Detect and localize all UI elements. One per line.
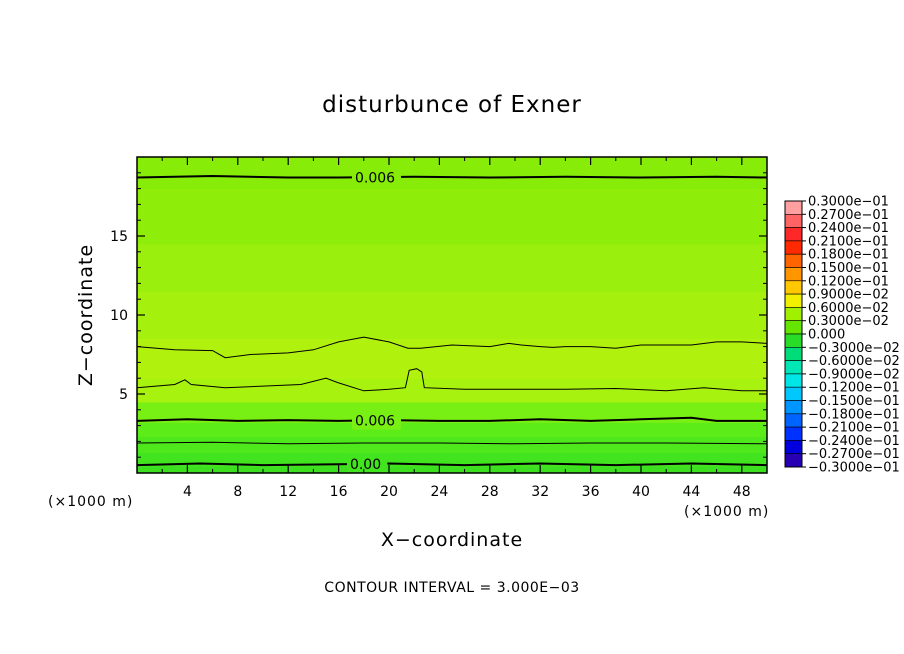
- x-tick-label: 44: [682, 484, 700, 500]
- colorbar-label: 0.1500e−01: [808, 261, 889, 276]
- colorbar-label: −0.3000e−02: [808, 341, 900, 356]
- colorbar-swatch-3: [784, 240, 803, 255]
- colorbar-swatch-4: [784, 253, 803, 268]
- colorbar-swatch-16: [784, 413, 803, 428]
- colorbar-label: 0.6000e−02: [808, 301, 889, 316]
- colorbar-label: −0.3000e−01: [808, 461, 900, 476]
- colorbar-label: −0.2400e−01: [808, 434, 900, 449]
- field-band-0: [137, 466, 767, 473]
- colorbar-label: −0.1200e−01: [808, 381, 900, 396]
- colorbar-label: −0.2100e−01: [808, 421, 900, 436]
- colorbar-swatch-15: [784, 400, 803, 415]
- colorbar-label: −0.1800e−01: [808, 407, 900, 422]
- field-band-9: [137, 188, 767, 245]
- colorbar-label: 0.1200e−01: [808, 274, 889, 289]
- y-axis-ticks: 5 10 15: [110, 172, 767, 458]
- colorbar-swatch-10: [784, 333, 803, 348]
- x-tick-label: 48: [733, 484, 751, 500]
- colorbar-swatch-18: [784, 440, 803, 454]
- colorbar-swatch-5: [784, 267, 803, 282]
- field-band-4: [137, 401, 767, 423]
- colorbar-swatch-17: [784, 426, 803, 441]
- x-tick-label: 32: [531, 484, 549, 500]
- chart-title: disturbunce of Exner: [322, 92, 582, 118]
- colorbar-swatch-1: [784, 214, 803, 228]
- contour-label-5: 0.00: [350, 457, 381, 473]
- colorbar-swatch-9: [784, 320, 803, 335]
- contour-label-bg-0: [351, 168, 401, 187]
- contour-line-1: [137, 336, 767, 359]
- colorbar-label: 0.2700e−01: [808, 208, 889, 223]
- colorbar-label: 0.3000e−02: [808, 314, 889, 329]
- contour-line-5: [137, 462, 767, 467]
- colorbar-swatch-7: [784, 293, 803, 308]
- colorbar-label: 0.2100e−01: [808, 234, 889, 249]
- contour-label-0: 0.006: [355, 170, 395, 186]
- contour-label-bg-5: [346, 455, 388, 474]
- contour-line-3: [137, 416, 767, 422]
- colorbar-swatch-8: [784, 307, 803, 321]
- field-band-8: [137, 243, 767, 292]
- x-tick-label: 20: [380, 484, 398, 500]
- colorbar-swatch-12: [784, 360, 803, 375]
- colorbar-swatch-11: [784, 346, 803, 361]
- colorbar-swatch-13: [784, 373, 803, 388]
- field-band-7: [137, 291, 767, 340]
- x-tick-label: 16: [330, 484, 348, 500]
- contour-labels: 0.006 0.006 0.00: [346, 168, 401, 474]
- contour-line-4: [137, 441, 767, 445]
- x-tick-label: 4: [183, 484, 192, 500]
- x-tick-label: 24: [430, 484, 448, 500]
- x-tick-label: 8: [233, 484, 242, 500]
- colorbar-label: 0.1800e−01: [808, 248, 889, 263]
- colorbar-label: −0.2700e−01: [808, 447, 900, 462]
- colorbar-swatch-2: [784, 227, 803, 242]
- contour-line-2: [137, 368, 767, 392]
- contour-line-0: [137, 174, 767, 179]
- colorbar-swatch-14: [784, 386, 803, 401]
- y-axis-label: Z−coordinate: [75, 244, 97, 386]
- y-tick-label: 5: [119, 387, 128, 403]
- field-band-1: [137, 452, 767, 468]
- colorbar-label: 0.3000e−01: [808, 195, 889, 210]
- contour-label-bg-3: [351, 411, 401, 430]
- x-unit-right: (×1000 m): [684, 504, 769, 520]
- x-tick-label: 36: [582, 484, 600, 500]
- colorbar: 0.3000e−010.2700e−010.2400e−010.2100e−01…: [784, 195, 900, 476]
- colorbar-label: 0.000: [808, 328, 845, 343]
- colorbar-swatch-19: [784, 453, 803, 468]
- colorbar-swatch-0: [784, 200, 803, 215]
- x-axis-label: X−coordinate: [381, 529, 523, 551]
- colorbar-label: 0.2400e−01: [808, 221, 889, 236]
- y-tick-label: 10: [110, 308, 128, 324]
- colorbar-label: −0.1500e−01: [808, 394, 900, 409]
- y-tick-label: 15: [110, 229, 128, 245]
- contour-lines: [137, 174, 767, 467]
- x-tick-label: 40: [632, 484, 650, 500]
- x-axis-ticks: 4 8 12 16 20 24 28 32 36 40 44 48: [161, 157, 751, 500]
- colorbar-label: 0.9000e−02: [808, 288, 889, 303]
- x-tick-label: 28: [481, 484, 499, 500]
- contour-label-3: 0.006: [355, 414, 395, 430]
- contour-interval-note: CONTOUR INTERVAL = 3.000E−03: [324, 580, 579, 596]
- colorbar-swatch-6: [784, 280, 803, 295]
- x-unit-left: (×1000 m): [48, 494, 133, 510]
- field-band-2: [137, 436, 767, 453]
- field-band-10: [137, 157, 767, 190]
- filled-contour-field: [137, 157, 767, 473]
- field-band-3: [137, 422, 767, 438]
- colorbar-label: −0.6000e−02: [808, 354, 900, 369]
- colorbar-label: −0.9000e−02: [808, 367, 900, 382]
- x-tick-label: 12: [279, 484, 297, 500]
